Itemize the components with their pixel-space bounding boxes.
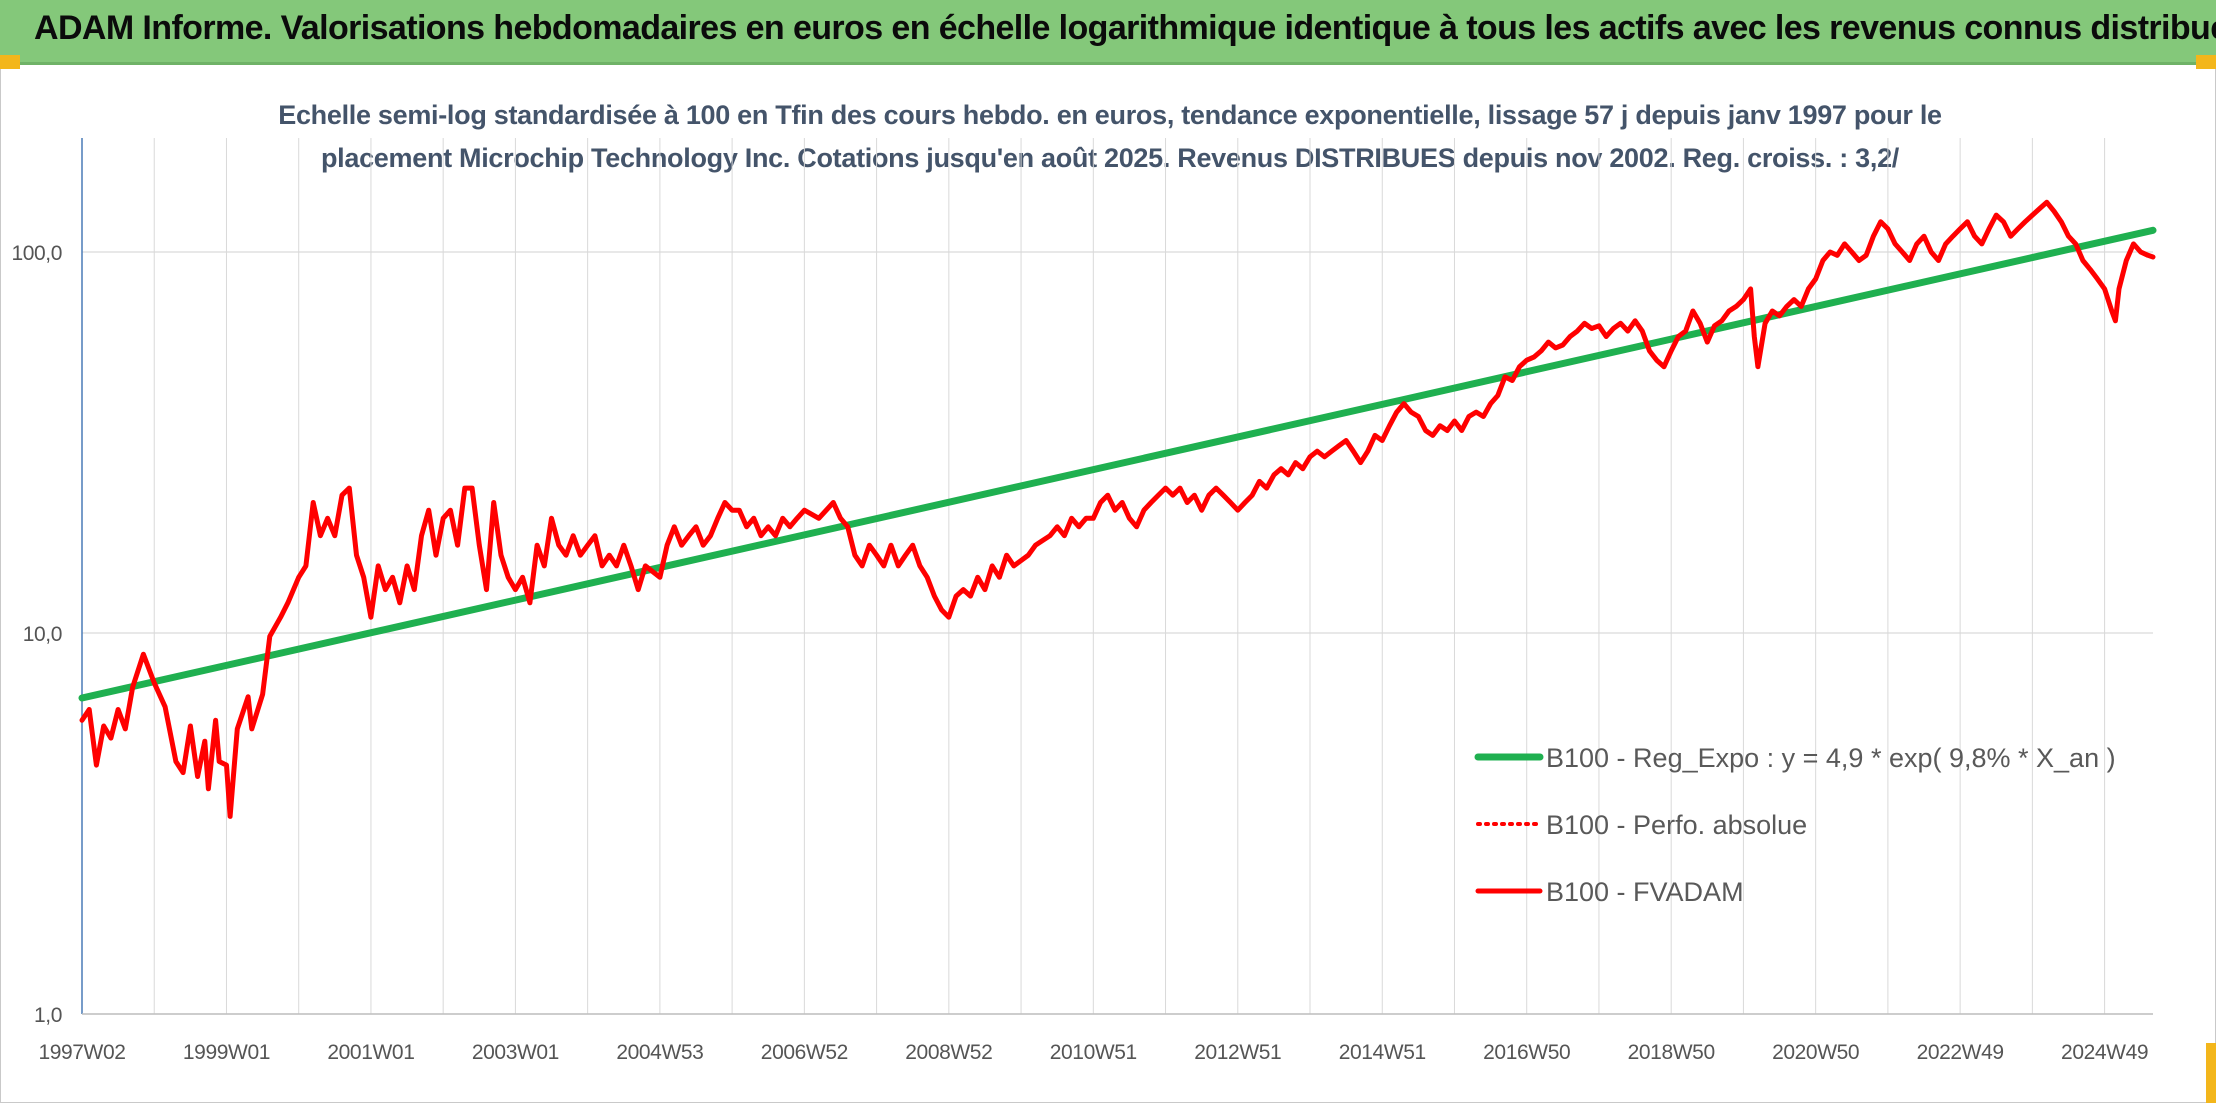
corner-marker-right	[2196, 55, 2216, 69]
series-line	[79, 199, 2156, 819]
report-banner: ADAM Informe. Valorisations hebdomadaire…	[0, 0, 2216, 65]
x-tick-label: 2022W49	[1917, 1041, 2004, 1064]
series-lines	[78, 199, 2157, 819]
y-tick-label: 10,0	[23, 623, 62, 646]
x-tick-label: 2004W53	[616, 1041, 703, 1064]
series-line	[78, 226, 2157, 702]
legend: B100 - Reg_Expo : y = 4,9 * exp( 9,8% * …	[1474, 743, 2116, 907]
legend-label: B100 - Reg_Expo : y = 4,9 * exp( 9,8% * …	[1546, 743, 2116, 773]
x-tick-label: 2018W50	[1628, 1041, 1715, 1064]
legend-label: B100 - FVADAM	[1546, 877, 1744, 907]
x-tick-label: 2012W51	[1194, 1041, 1281, 1064]
axes	[81, 138, 2153, 1015]
x-tick-label: 2016W50	[1483, 1041, 1570, 1064]
x-tick-label: 2006W52	[761, 1041, 848, 1064]
corner-marker-bottom-right	[2206, 1043, 2216, 1103]
x-tick-label: 2024W49	[2061, 1041, 2148, 1064]
x-tick-label: 2010W51	[1050, 1041, 1137, 1064]
report-title: ADAM Informe. Valorisations hebdomadaire…	[34, 9, 2216, 47]
x-tick-label: 2014W51	[1339, 1041, 1426, 1064]
chart-title: Echelle semi-log standardisée à 100 en T…	[278, 100, 1942, 173]
x-tick-label: 2008W52	[905, 1041, 992, 1064]
y-tick-label: 100,0	[11, 242, 62, 265]
corner-marker-left	[0, 55, 20, 69]
x-tick-label: 2001W01	[327, 1041, 414, 1064]
y-tick-label: 1,0	[34, 1004, 62, 1027]
legend-label: B100 - Perfo. absolue	[1546, 810, 1807, 840]
x-tick-label: 2003W01	[472, 1041, 559, 1064]
x-tick-label: 1997W02	[38, 1041, 125, 1064]
x-tick-label: 2020W50	[1772, 1041, 1859, 1064]
x-tick-label: 1999W01	[183, 1041, 270, 1064]
tick-labels: 1,0 10,0 100,0 1997W02 1999W01 2001W01 2003W01…	[11, 242, 2148, 1064]
